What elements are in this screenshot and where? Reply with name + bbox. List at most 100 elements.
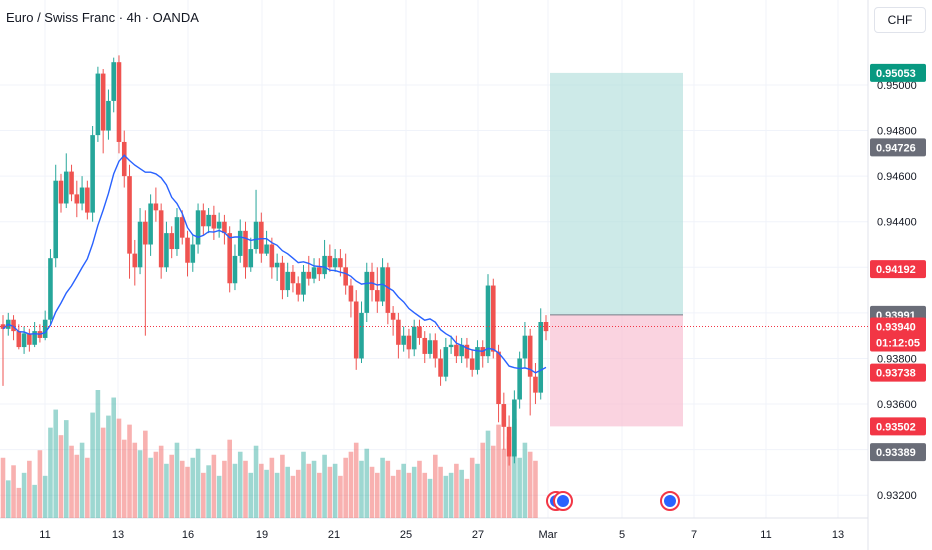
volume-bar [485,430,491,518]
economic-event-flag-icon [664,495,676,507]
candle-body [533,376,538,393]
volume-bar [359,460,364,518]
volume-bar [533,460,538,518]
x-tick-label: 21 [328,529,340,541]
candle-body [48,258,53,320]
x-tick-label: 16 [182,529,194,541]
volume-bar [411,466,417,518]
volume-bar [206,465,211,518]
candle-body [111,62,117,101]
candle-body [295,283,301,295]
volume-bar [58,435,64,518]
volume-bar [364,448,370,518]
candle-body [280,262,285,291]
candle-body [401,335,406,345]
candle-body [512,399,517,457]
candle-body [211,214,217,229]
candle-body [432,340,438,359]
volume-bar [490,445,496,518]
price-badge [870,317,926,352]
volume-bar [401,463,406,518]
price-badge [870,138,926,157]
candle-body [11,319,16,332]
symbol-title[interactable]: Euro / Swiss Franc · 4h · OANDA [6,10,199,25]
candle-body [301,271,306,295]
candle-body [158,210,164,268]
x-tick-label: 11 [760,529,771,541]
x-tick-label: 19 [256,529,268,541]
candle-body [496,351,501,405]
volume-bar [37,450,43,518]
economic-event-flag-icon [557,495,569,507]
candle-body [475,347,480,370]
candle-body [174,217,180,250]
volume-bar [464,478,470,518]
volume-bar [264,469,269,518]
x-tick-label: 27 [472,529,484,541]
candle-body [153,203,159,211]
volume-bar [190,457,196,518]
volume-bar [311,460,317,518]
volume-bar [164,463,169,518]
volume-bar [248,472,254,518]
x-tick-label: 13 [832,529,844,541]
candle-body [16,331,22,348]
volume-bar [322,454,327,518]
price-badge-value: 0.94192 [876,264,916,276]
price-badge-value: 0.93502 [876,421,916,433]
candle-body [490,285,496,352]
volume-bar [42,475,48,518]
candle-body [306,271,312,279]
price-badge-value: 0.94726 [876,142,916,154]
volume-bar [422,472,428,518]
volume-bar [369,466,375,518]
y-tick-label: 0.93800 [877,353,917,365]
candle-body [311,267,317,279]
candle-body [237,230,243,256]
candle-body [216,221,222,229]
x-tick-label: 25 [400,529,412,541]
candle-body [259,221,264,254]
position-stop-zone [550,314,683,427]
candle-body [411,326,417,350]
moving-average-line [2,154,547,374]
candle-body [422,337,428,354]
price-badge [870,63,926,82]
y-tick-label: 0.94600 [877,171,917,183]
candle-body [264,244,269,254]
volume-bar [153,451,159,518]
y-tick-label: 0.93200 [877,490,917,502]
position-target-zone [550,72,683,315]
volume-bar [396,469,401,518]
price-badge [870,417,926,436]
candle-body [290,271,296,284]
volume-bar [512,418,517,518]
y-tick-label: 0.95000 [877,80,917,92]
volume-bar [353,442,359,518]
candle-body [74,194,80,204]
candle-body [459,344,464,357]
volume-bar [216,475,222,518]
candle-body [417,326,422,338]
volume-bar [432,454,438,518]
candle-body [27,333,32,345]
volume-bar [295,469,301,518]
volume-bar [48,427,53,518]
volume-bar [211,454,217,518]
volume-bar [227,439,232,518]
x-tick-label: 11 [39,529,50,541]
volume-bar [438,466,443,518]
candle-body [185,237,190,263]
volume-bar [69,445,74,518]
volume-bar [158,445,164,518]
volume-bar [448,472,454,518]
candle-body [179,217,185,238]
volume-bar [380,457,385,518]
candle-body [322,255,327,275]
candle-body [396,319,401,345]
x-tick-label: Mar [539,529,558,541]
candle-body [132,253,138,268]
currency-button[interactable]: CHF [874,7,926,33]
volume-bar [169,454,174,518]
